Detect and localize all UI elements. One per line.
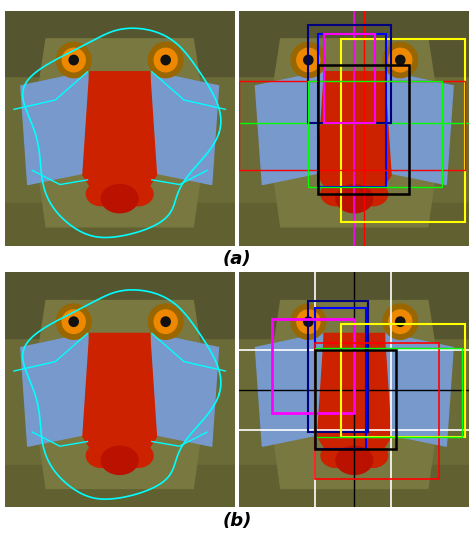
Bar: [315, 350, 396, 449]
Polygon shape: [377, 333, 453, 446]
Polygon shape: [143, 72, 219, 185]
Circle shape: [291, 304, 326, 339]
Bar: [315, 348, 462, 437]
Circle shape: [304, 317, 313, 326]
Circle shape: [297, 310, 320, 333]
Bar: [340, 39, 465, 222]
Polygon shape: [267, 39, 442, 227]
Bar: [5, 11, 235, 76]
Polygon shape: [267, 301, 442, 489]
Polygon shape: [32, 39, 207, 227]
Bar: [318, 34, 386, 187]
Polygon shape: [255, 333, 331, 446]
Bar: [272, 319, 354, 413]
Circle shape: [161, 317, 170, 326]
Polygon shape: [21, 333, 97, 446]
Ellipse shape: [358, 444, 388, 467]
Ellipse shape: [101, 446, 138, 474]
Circle shape: [56, 42, 91, 77]
Bar: [308, 25, 391, 123]
Polygon shape: [318, 333, 391, 465]
Bar: [239, 11, 469, 76]
Circle shape: [148, 42, 183, 77]
Text: (a): (a): [223, 250, 251, 268]
Ellipse shape: [123, 444, 153, 467]
Bar: [315, 308, 366, 449]
Polygon shape: [32, 301, 207, 489]
Polygon shape: [83, 333, 156, 465]
Bar: [324, 34, 375, 123]
Bar: [340, 324, 465, 437]
Ellipse shape: [358, 182, 388, 206]
Polygon shape: [318, 72, 391, 203]
Bar: [239, 272, 469, 338]
Bar: [5, 203, 235, 246]
Circle shape: [383, 304, 418, 339]
Ellipse shape: [86, 444, 116, 467]
Ellipse shape: [336, 446, 373, 474]
Bar: [239, 203, 469, 246]
Polygon shape: [21, 72, 97, 185]
Circle shape: [396, 56, 405, 65]
Ellipse shape: [336, 185, 373, 213]
Bar: [5, 272, 235, 338]
Circle shape: [291, 42, 326, 77]
Polygon shape: [377, 72, 453, 185]
Circle shape: [161, 56, 170, 65]
Circle shape: [56, 304, 91, 339]
Text: (b): (b): [222, 512, 252, 530]
Circle shape: [69, 317, 78, 326]
Circle shape: [389, 310, 412, 333]
Ellipse shape: [123, 182, 153, 206]
Circle shape: [148, 304, 183, 339]
Ellipse shape: [101, 185, 138, 213]
Polygon shape: [143, 333, 219, 446]
Circle shape: [62, 310, 85, 333]
Bar: [239, 465, 469, 507]
Bar: [308, 301, 368, 432]
Circle shape: [62, 48, 85, 72]
Bar: [318, 65, 410, 194]
Bar: [308, 81, 442, 187]
Polygon shape: [255, 72, 331, 185]
Circle shape: [154, 310, 177, 333]
Circle shape: [297, 48, 320, 72]
Circle shape: [304, 56, 313, 65]
Bar: [5, 465, 235, 507]
Ellipse shape: [86, 182, 116, 206]
Circle shape: [69, 56, 78, 65]
Circle shape: [396, 317, 405, 326]
Circle shape: [383, 42, 418, 77]
Ellipse shape: [321, 444, 351, 467]
Bar: [239, 81, 465, 170]
Bar: [315, 343, 439, 479]
Polygon shape: [83, 72, 156, 203]
Circle shape: [154, 48, 177, 72]
Circle shape: [389, 48, 412, 72]
Ellipse shape: [321, 182, 351, 206]
